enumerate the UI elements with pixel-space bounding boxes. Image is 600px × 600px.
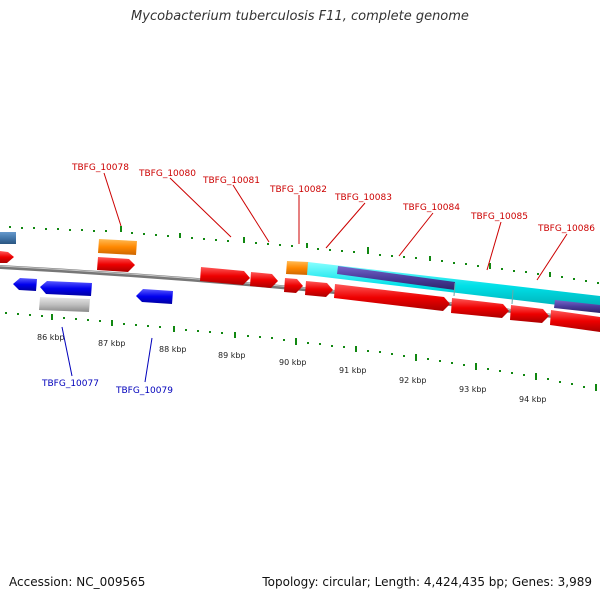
top-gene-label[interactable]: TBFG_10084 <box>402 203 460 213</box>
accession-text: Accession: NC_009565 <box>9 575 146 589</box>
reverse-cds-arrow[interactable] <box>13 278 37 291</box>
top-gene-label[interactable]: TBFG_10083 <box>334 193 392 203</box>
top-gene-label[interactable]: TBFG_10085 <box>470 212 528 222</box>
top-gene-label[interactable]: TBFG_10081 <box>202 176 260 186</box>
kbp-label: 94 kbp <box>519 395 547 404</box>
top-gene-label[interactable]: TBFG_10078 <box>71 163 129 173</box>
reverse-cds-arrow[interactable] <box>136 289 173 304</box>
kbp-label: 88 kbp <box>159 345 187 354</box>
inner-tick-ring <box>5 312 597 391</box>
forward-cds-arrow[interactable] <box>305 281 333 297</box>
kbp-label: 92 kbp <box>399 376 427 385</box>
reverse-cds-arrow[interactable] <box>40 281 92 296</box>
outer-tick-ring <box>9 226 599 284</box>
top-label-leaders <box>103 172 568 281</box>
bottom-gene-label[interactable]: TBFG_10077 <box>41 379 99 389</box>
forward-cds-arrow[interactable] <box>334 284 450 311</box>
forward-cds-arrow[interactable] <box>250 272 278 288</box>
bottom-gene-label[interactable]: TBFG_10079 <box>115 386 173 396</box>
kbp-label: 87 kbp <box>98 339 126 348</box>
purple-feature[interactable] <box>337 266 455 290</box>
top-gene-label[interactable]: TBFG_10082 <box>269 185 327 195</box>
forward-cds-arrow[interactable] <box>97 257 135 272</box>
orange-feature[interactable] <box>286 261 309 275</box>
bottom-label-leaders <box>61 326 153 383</box>
forward-cds-arrow[interactable] <box>510 305 549 323</box>
forward-cds-arrow[interactable] <box>0 251 14 263</box>
kbp-label: 91 kbp <box>339 366 367 375</box>
forward-cds-arrow[interactable] <box>451 298 509 318</box>
kbp-label: 86 kbp <box>37 333 65 342</box>
forward-cds-arrow[interactable] <box>200 267 250 285</box>
forward-cds-arrow[interactable] <box>284 278 303 293</box>
feature-divider <box>511 289 514 305</box>
kbp-label: 93 kbp <box>459 385 487 394</box>
forward-cds-arrow[interactable] <box>550 310 600 332</box>
top-gene-label[interactable]: TBFG_10086 <box>537 224 595 234</box>
purple-feature[interactable] <box>554 300 600 313</box>
kbp-label: 89 kbp <box>218 351 246 360</box>
kbp-label: 90 kbp <box>279 358 307 367</box>
orange-feature[interactable] <box>98 239 137 255</box>
map-title: Mycobacterium tuberculosis F11, complete… <box>131 9 469 24</box>
topology-info-text: Topology: circular; Length: 4,424,435 bp… <box>262 575 592 589</box>
grey-feature[interactable] <box>39 297 90 312</box>
top-gene-label[interactable]: TBFG_10080 <box>138 169 196 179</box>
steelblue-feature[interactable] <box>0 232 16 244</box>
feature-divider <box>453 282 456 297</box>
